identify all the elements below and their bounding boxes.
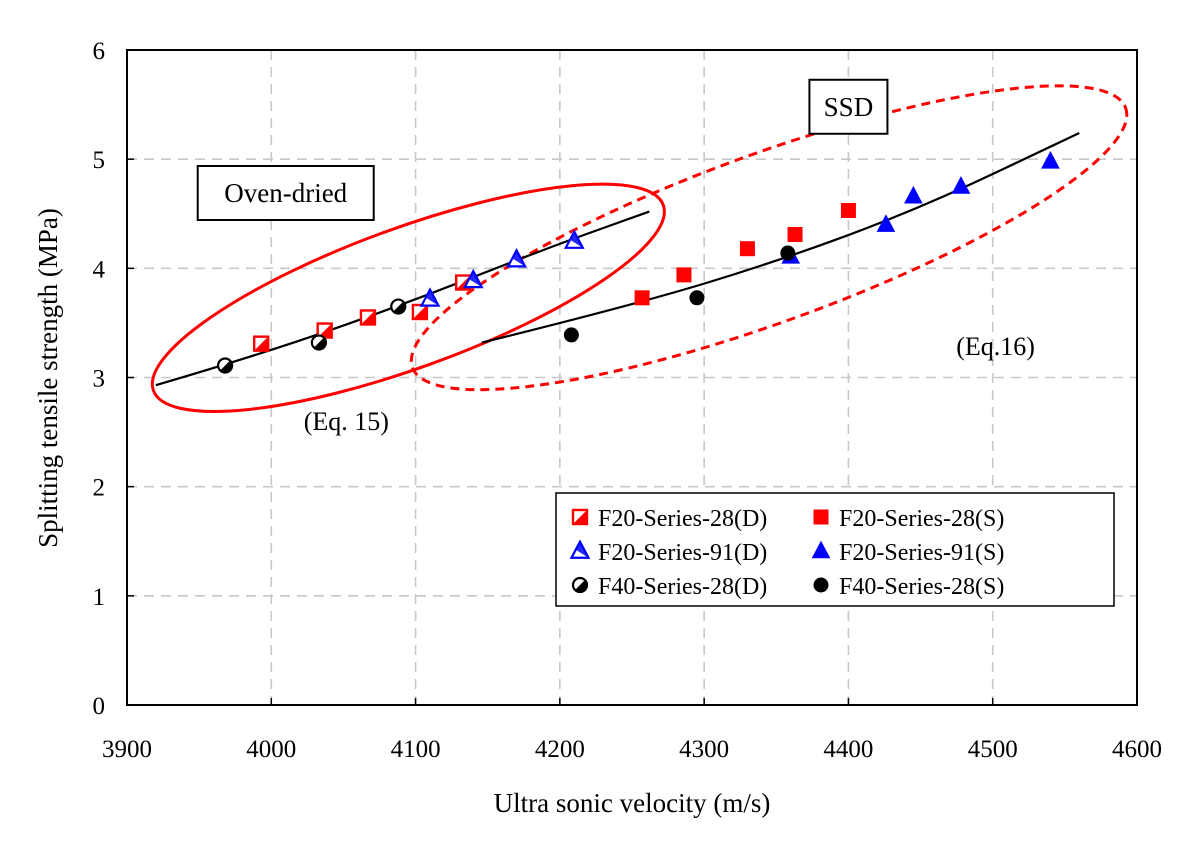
legend-label: F20-Series-91(S)	[839, 540, 1004, 566]
legend-label: F40-Series-28(S)	[839, 574, 1004, 600]
data-point	[739, 241, 755, 257]
x-tick-label: 4600	[1112, 736, 1162, 763]
legend-marker	[571, 576, 589, 594]
data-point	[904, 185, 923, 204]
y-axis-title: Splitting tensile strength (MPa)	[33, 208, 63, 548]
legend-marker	[813, 577, 829, 593]
data-point	[252, 335, 270, 352]
legend: F20-Series-28(D) F20-Series-28(S) F20-Seri…	[555, 492, 1115, 607]
data-points	[217, 150, 1060, 374]
y-tick-label: 1	[93, 584, 106, 611]
data-point	[840, 202, 856, 218]
data-point	[462, 268, 484, 289]
ssd-ellipse	[409, 84, 1129, 392]
data-point	[634, 290, 650, 306]
x-tick-label: 4200	[535, 736, 585, 763]
legend-item: F20-Series-91(S)	[811, 540, 1004, 566]
legend-item: F40-Series-28(S)	[813, 574, 1004, 600]
data-point	[419, 287, 441, 307]
label-box-text: SSD	[824, 92, 874, 122]
equation-label: (Eq. 15)	[304, 407, 389, 436]
legend-item: F40-Series-28(D)	[571, 574, 767, 600]
y-tick-label: 5	[93, 147, 106, 174]
y-tick-label: 2	[93, 475, 106, 502]
label-box: SSD	[808, 78, 889, 135]
data-point	[780, 245, 796, 261]
data-point	[563, 327, 579, 343]
data-point	[411, 303, 429, 321]
legend-label: F20-Series-91(D)	[598, 540, 767, 566]
equation-label: (Eq.16)	[956, 332, 1035, 361]
x-tick-label: 4400	[823, 736, 873, 763]
legend-marker	[811, 540, 831, 559]
legend-marker	[813, 509, 829, 525]
legend-marker	[571, 508, 589, 526]
legend-item: F20-Series-28(S)	[813, 506, 1004, 532]
data-point	[787, 226, 803, 242]
data-point	[951, 176, 971, 194]
label-box: Oven-dried	[196, 165, 375, 222]
data-point	[217, 357, 234, 374]
x-tick-label: 4500	[968, 736, 1018, 763]
y-tick-label: 3	[93, 366, 106, 393]
data-point	[676, 267, 692, 283]
y-tick-label: 6	[93, 38, 106, 65]
legend-marker	[569, 539, 591, 559]
data-point	[876, 214, 896, 232]
axis-ticks: 3900 4000 4100 4200 4300 4400 4500 4600 0 1 2 3 4 5 6	[93, 38, 1163, 763]
legend-label: F40-Series-28(D)	[598, 574, 767, 600]
data-point	[563, 229, 585, 249]
label-box-text: Oven-dried	[224, 178, 347, 208]
legend-frame	[555, 492, 1115, 607]
annotations: (Eq. 15) (Eq.16)	[304, 332, 1035, 436]
x-tick-label: 3900	[102, 736, 152, 763]
legend-label: F20-Series-28(S)	[839, 506, 1004, 532]
x-axis-title: Ultra sonic velocity (m/s)	[494, 788, 771, 818]
ellipses	[150, 84, 1129, 413]
y-tick-label: 4	[93, 256, 106, 283]
legend-item: F20-Series-91(D)	[569, 539, 767, 566]
fit-line	[481, 131, 1080, 344]
data-point	[689, 290, 705, 306]
data-point	[506, 247, 527, 268]
legend-label: F20-Series-28(D)	[598, 506, 767, 532]
oven-dried-ellipse	[150, 182, 666, 413]
x-tick-label: 4300	[679, 736, 729, 763]
x-tick-label: 4100	[391, 736, 441, 763]
data-point	[390, 298, 407, 315]
data-point	[359, 309, 377, 326]
label-boxes: Oven-dried SSD	[196, 78, 889, 222]
data-point	[310, 334, 327, 351]
y-tick-label: 0	[93, 693, 106, 720]
legend-item: F20-Series-28(D)	[571, 506, 767, 532]
data-point	[1041, 150, 1060, 169]
x-tick-label: 4000	[246, 736, 296, 763]
